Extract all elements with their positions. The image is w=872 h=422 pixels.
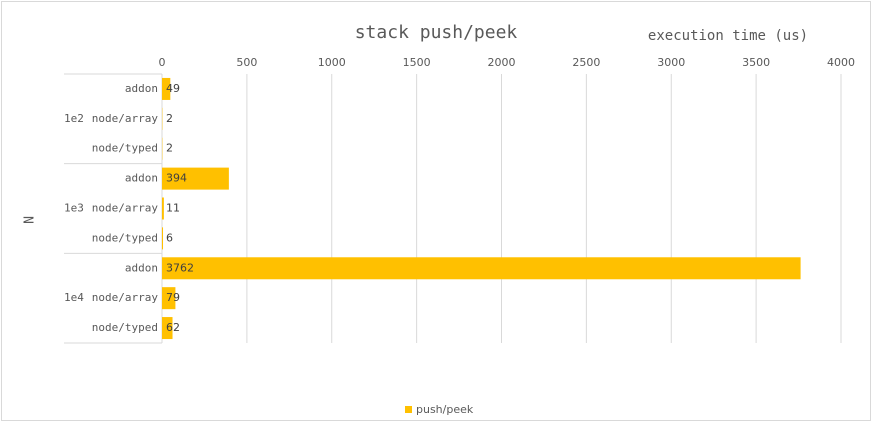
x-tick-label: 1500: [403, 56, 431, 69]
y-tick-label: node/array: [92, 112, 159, 125]
bar: [162, 197, 164, 220]
data-label: 2: [166, 112, 173, 125]
y-tick-label: node/array: [92, 291, 159, 304]
bar: [162, 77, 171, 100]
x-tick-label: 2000: [488, 56, 516, 69]
data-label: 11: [166, 202, 180, 215]
group-label: 1e3: [64, 202, 84, 215]
y-tick-label: node/array: [92, 202, 159, 215]
x-axis-label: execution time (us): [648, 28, 808, 44]
bar: [162, 167, 229, 190]
chart-title: stack push/peek: [355, 22, 518, 43]
y-tick-label: node/typed: [92, 231, 158, 244]
data-label: 6: [166, 231, 173, 244]
x-tick-label: 3000: [657, 56, 685, 69]
data-label: 79: [166, 291, 180, 304]
group-label: 1e2: [64, 112, 84, 125]
x-tick-label: 0: [159, 56, 166, 69]
x-tick-label: 2500: [572, 56, 600, 69]
data-label: 2: [166, 142, 173, 155]
bar: [162, 317, 173, 340]
y-tick-label: addon: [125, 172, 158, 185]
data-label: 3762: [166, 261, 194, 274]
y-tick-label: addon: [125, 261, 158, 274]
data-label: 62: [166, 321, 180, 334]
bar: [162, 257, 801, 280]
y-tick-label: addon: [125, 82, 158, 95]
y-tick-label: node/typed: [92, 142, 158, 155]
bar: [162, 227, 164, 250]
x-tick-label: 1000: [318, 56, 346, 69]
y-axis-label: N: [23, 216, 38, 224]
legend-label: push/peek: [416, 403, 474, 416]
x-tick-label: 4000: [827, 56, 855, 69]
x-tick-label: 500: [236, 56, 257, 69]
x-tick-label: 3500: [742, 56, 770, 69]
legend-swatch: [405, 406, 412, 413]
bar: [162, 287, 176, 310]
group-label: 1e4: [64, 291, 84, 304]
data-label: 394: [166, 172, 187, 185]
y-tick-label: node/typed: [92, 321, 158, 334]
data-label: 49: [166, 82, 180, 95]
